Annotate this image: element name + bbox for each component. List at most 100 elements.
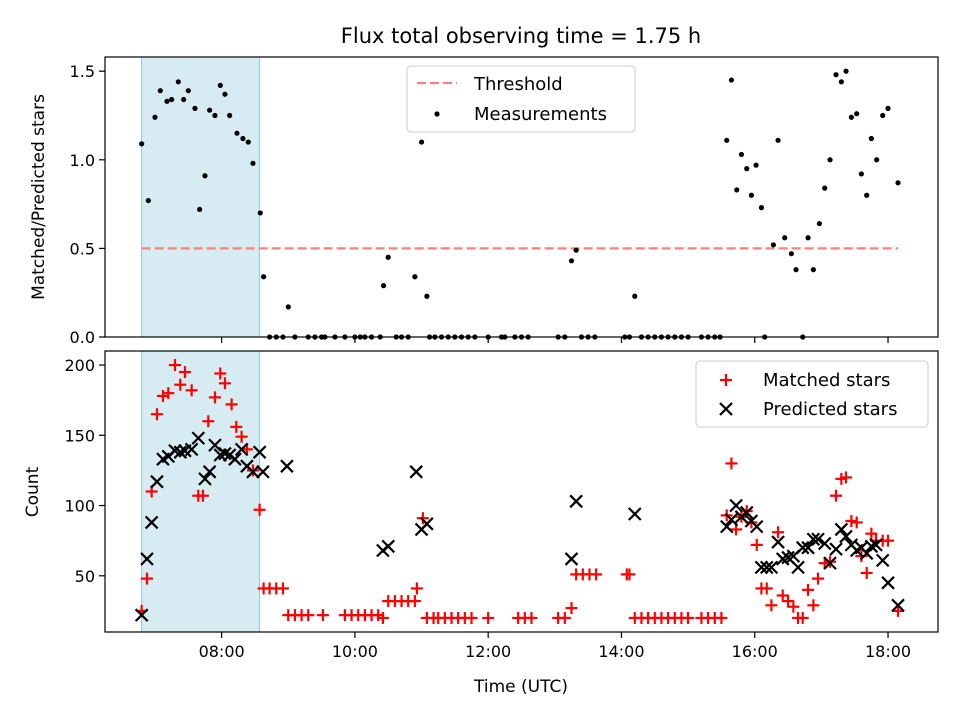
- measurement-point: [805, 235, 811, 241]
- measurement-point: [234, 130, 240, 136]
- measurement-point: [748, 192, 755, 198]
- matched-star-point: [776, 589, 789, 602]
- matched-star-point: [376, 611, 389, 624]
- matched-star-point: [253, 503, 266, 516]
- predicted-star-point: [719, 519, 734, 534]
- y-tick-label: 150: [64, 426, 95, 445]
- matched-star-point: [882, 534, 895, 547]
- measurement-point: [874, 157, 880, 163]
- x-tick-label: 16:00: [732, 642, 778, 661]
- bottom-x-axis-label: Time (UTC): [473, 677, 568, 697]
- predicted-star-point: [246, 465, 260, 479]
- y-tick-label: 1.0: [70, 151, 95, 170]
- legend-threshold-label: Threshold: [473, 74, 563, 95]
- measurement-point: [728, 77, 735, 83]
- x-tick-label: 10:00: [332, 642, 378, 661]
- matched-star-point: [230, 420, 243, 433]
- predicted-star-point: [628, 507, 642, 521]
- measurement-point: [775, 137, 781, 143]
- measurement-point: [227, 112, 233, 119]
- matched-star-point: [156, 389, 169, 402]
- measurement-point: [573, 247, 579, 253]
- measurement-point: [418, 139, 425, 145]
- measurement-point: [632, 293, 638, 299]
- matched-star-point: [845, 515, 858, 528]
- measurement-point: [833, 72, 839, 78]
- predicted-star-point: [564, 552, 579, 566]
- measurement-point: [724, 137, 730, 143]
- top-legend: Threshold Measurements: [406, 65, 636, 133]
- matched-star-point: [218, 377, 231, 390]
- bottom-x-axis: 08:00 10:00 12:00 14:00 16:00 18:00: [199, 632, 911, 661]
- predicted-star-point: [839, 529, 853, 544]
- measurement-point: [157, 88, 163, 94]
- predicted-star-point: [150, 474, 164, 489]
- matched-star-point: [408, 595, 421, 608]
- predicted-star-point: [208, 438, 222, 452]
- measurement-point: [822, 185, 828, 191]
- y-tick-label: 0.0: [70, 328, 95, 347]
- matched-star-point: [812, 572, 825, 585]
- predicted-star-point: [881, 576, 895, 590]
- bottom-panel-plot-area: [134, 350, 905, 633]
- measurement-point: [738, 151, 745, 158]
- matched-star-point: [682, 611, 695, 624]
- predicted-star-point: [252, 445, 267, 459]
- measurement-point: [770, 242, 776, 248]
- predicted-star-point: [823, 556, 837, 570]
- predicted-star-point: [198, 472, 212, 486]
- matched-star-point: [850, 516, 863, 529]
- measurement-point: [827, 157, 833, 163]
- measurement-point: [843, 68, 849, 74]
- x-tick-label: 12:00: [465, 642, 511, 661]
- matched-star-point: [202, 415, 215, 428]
- bottom-legend-box: [695, 360, 929, 428]
- matched-star-point: [830, 489, 843, 502]
- bottom-y-axis: 50 100 150 200: [64, 356, 105, 586]
- predicted-star-point: [806, 532, 821, 547]
- predicted-star-point: [202, 465, 217, 479]
- measurement-point: [858, 171, 864, 177]
- predicted-star-point: [256, 465, 270, 479]
- measurement-point: [257, 210, 263, 216]
- measurement-point: [744, 166, 750, 172]
- bottom-panel: 50 100 150 200 08:00 10:00 12:00 14:00 16:00 18:…: [23, 350, 939, 697]
- measurement-point: [245, 139, 251, 145]
- top-panel-frame: [104, 56, 939, 338]
- predicted-star-point: [801, 540, 815, 555]
- matched-star-point: [196, 489, 209, 502]
- y-tick-label: 100: [64, 497, 95, 516]
- matched-star-point: [168, 359, 181, 372]
- top-legend-box: [406, 65, 636, 133]
- measurement-point: [261, 274, 267, 280]
- predicted-star-point: [791, 560, 805, 575]
- predicted-star-point: [834, 522, 849, 537]
- predicted-star-point: [869, 538, 883, 552]
- measurement-point: [816, 220, 822, 227]
- matched-star-point: [302, 609, 315, 622]
- measurement-point: [838, 79, 844, 85]
- legend-matched-swatch: [720, 374, 732, 386]
- matched-star-point: [715, 611, 728, 624]
- measurement-point: [169, 96, 175, 103]
- matched-star-point: [623, 568, 636, 581]
- predicted-star-point: [420, 517, 434, 531]
- matched-star-point: [410, 582, 423, 595]
- legend-predicted-label: Predicted stars: [763, 399, 897, 420]
- matched-star-point: [465, 611, 478, 624]
- predicted-star-point: [754, 560, 769, 575]
- measurement-point: [175, 79, 181, 85]
- matched-star-point: [162, 387, 175, 400]
- predicted-star-point: [864, 539, 879, 554]
- predicted-star-point: [184, 442, 199, 457]
- legend-predicted-swatch: [719, 402, 733, 416]
- matched-star-point: [482, 611, 495, 624]
- matched-star-point: [316, 609, 329, 622]
- measurement-point: [145, 197, 151, 204]
- matched-star-point: [802, 583, 815, 596]
- bottom-shaded-interval: [141, 350, 261, 633]
- predicted-star-point: [829, 542, 843, 556]
- predicted-star-point: [749, 519, 764, 534]
- measurement-point: [793, 267, 799, 273]
- top-x-axis: [221, 337, 889, 343]
